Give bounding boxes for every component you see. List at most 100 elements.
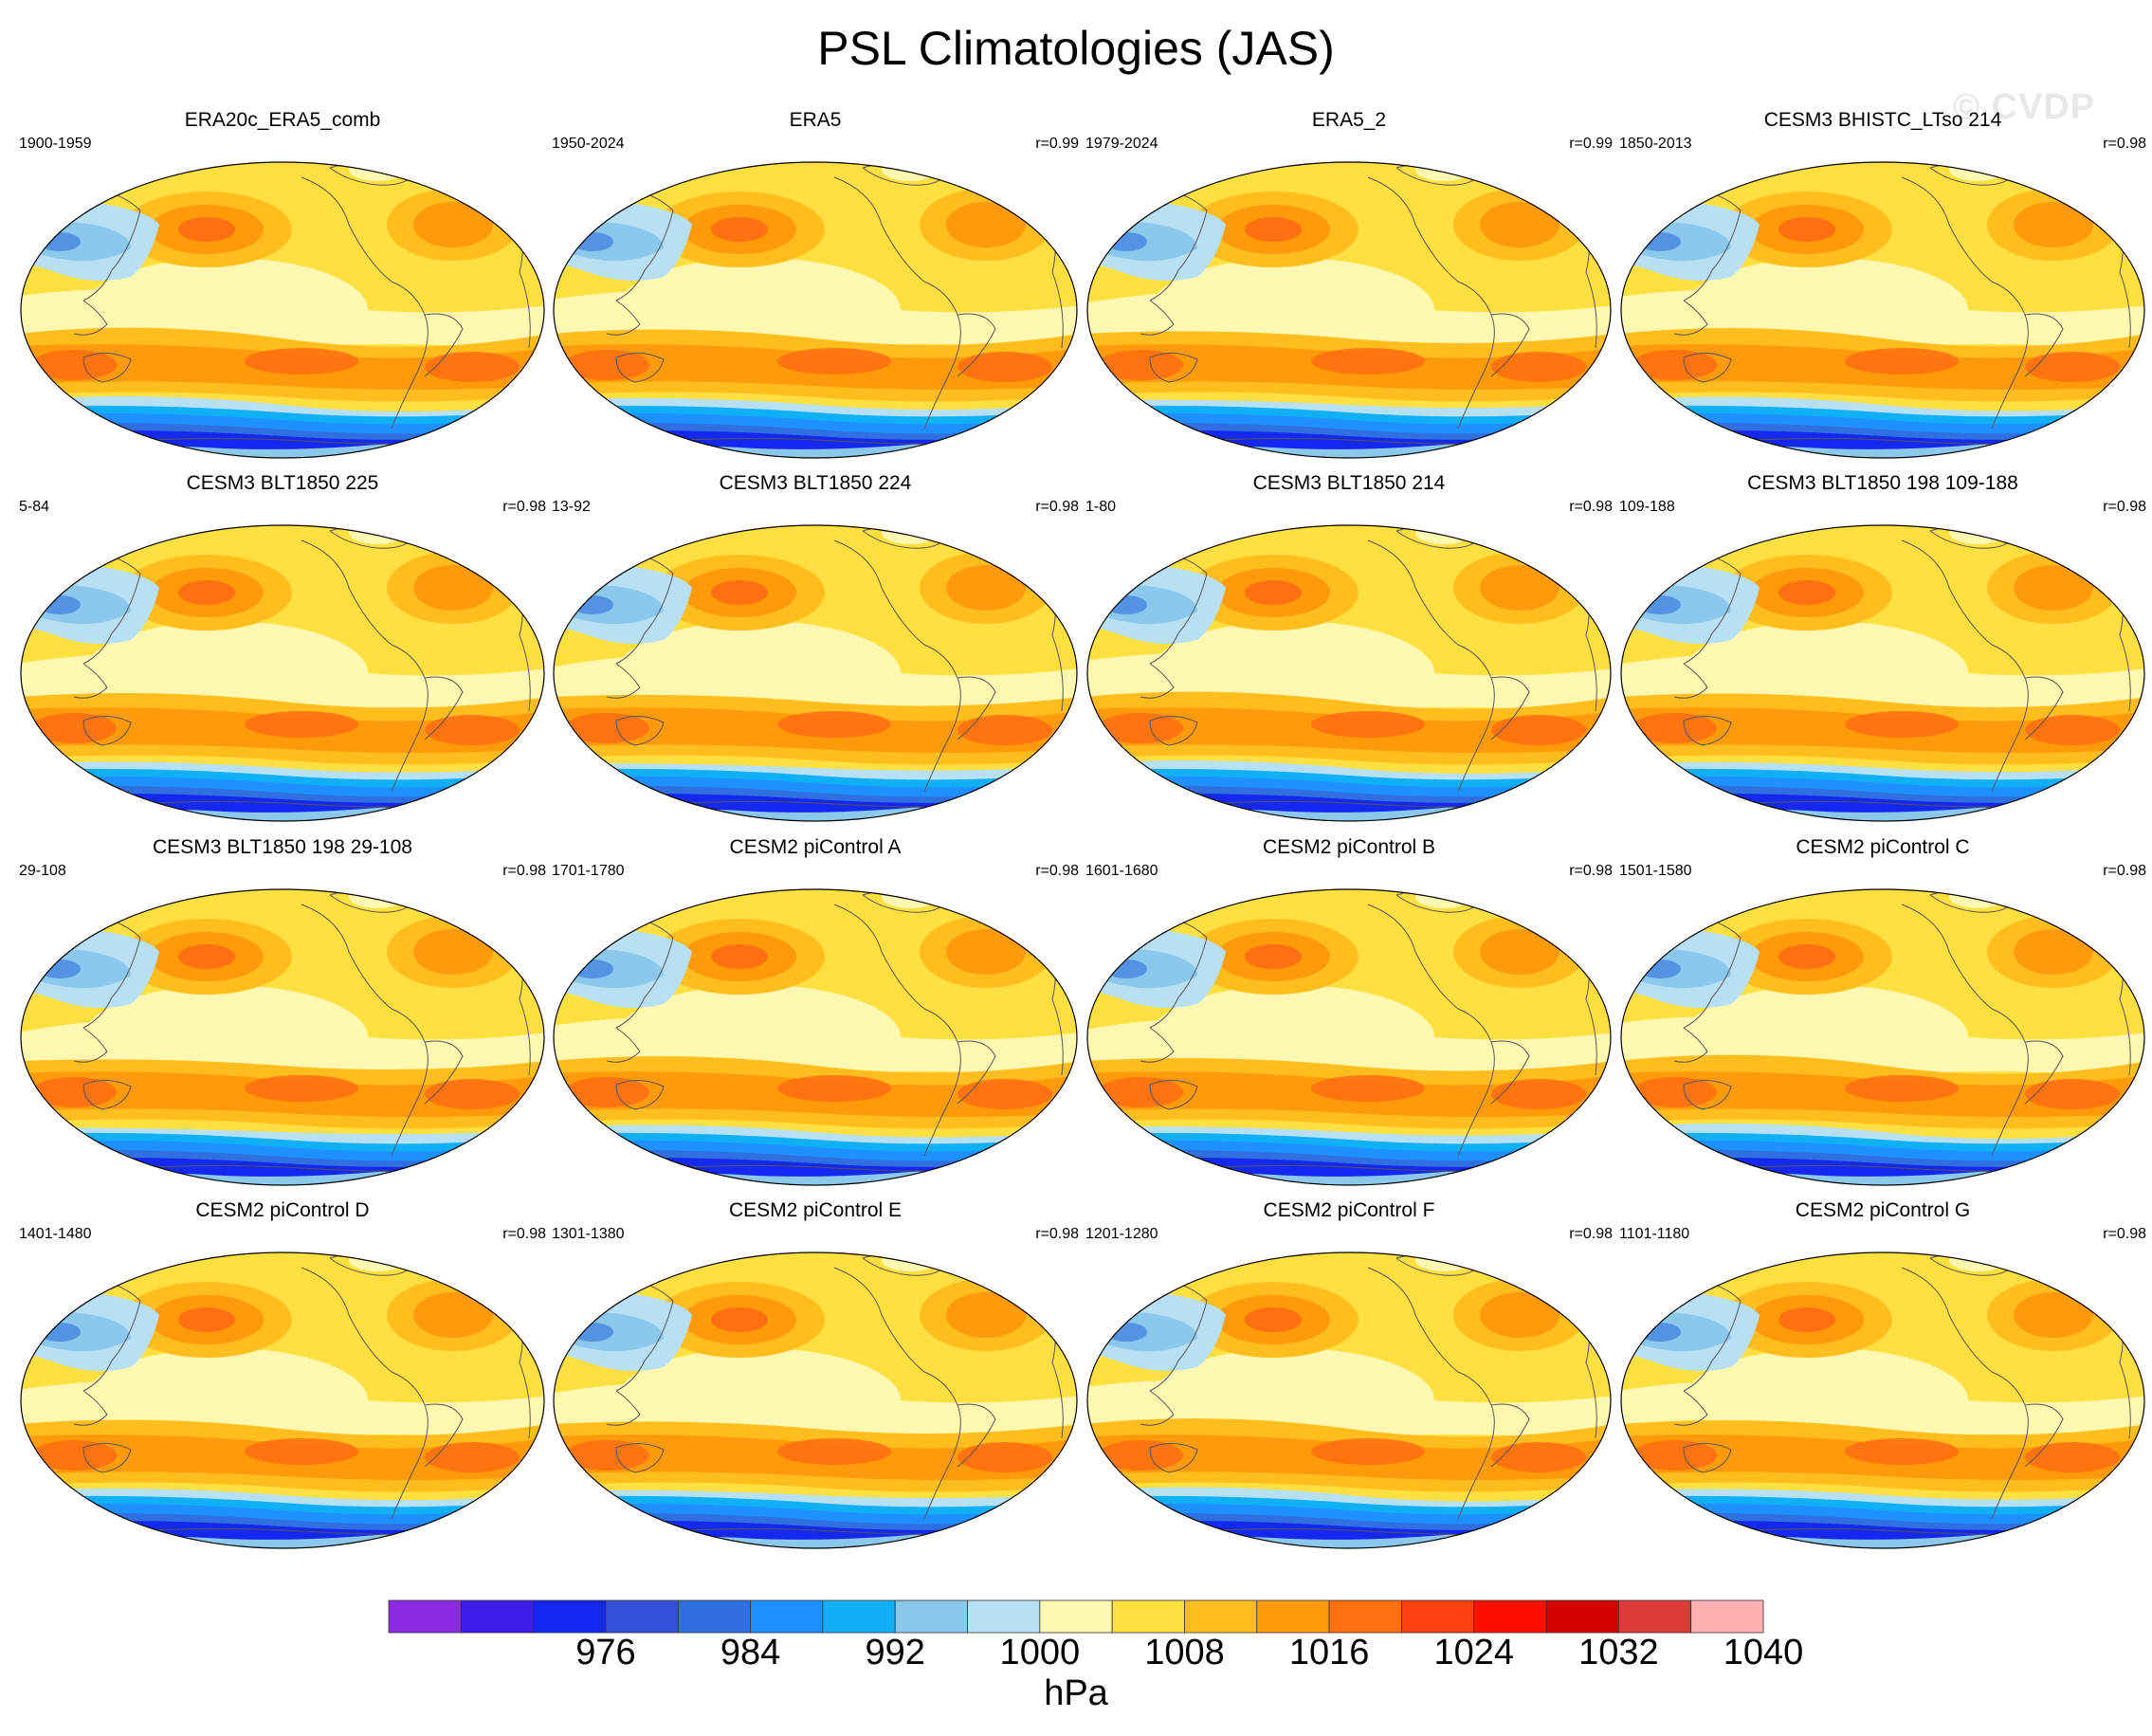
psl-map xyxy=(1086,524,1612,822)
colorbar-swatch xyxy=(1545,1599,1619,1634)
panel-correlation: r=0.98 xyxy=(2103,1226,2146,1242)
panel-years: 1979-2024 xyxy=(1085,136,1158,152)
map-panel: CESM3 BHISTC_LTso 214 1850-2013 r=0.98 xyxy=(1617,109,2148,469)
panel-years: 1301-1380 xyxy=(552,1226,625,1242)
psl-map xyxy=(20,524,545,822)
colorbar-swatch xyxy=(605,1599,679,1634)
panel-correlation: r=0.98 xyxy=(2103,136,2146,152)
panel-correlation: r=0.98 xyxy=(502,863,546,879)
panel-correlation: r=0.98 xyxy=(1569,499,1613,515)
panel-years: 13-92 xyxy=(552,499,591,515)
psl-map xyxy=(553,161,1078,459)
panel-title: CESM2 piControl B xyxy=(1262,836,1436,858)
colorbar-swatch xyxy=(1039,1599,1113,1634)
colorbar-tick-label: 1024 xyxy=(1433,1633,1515,1672)
psl-map xyxy=(1086,1252,1612,1549)
panel-title: CESM2 piControl E xyxy=(728,1199,903,1221)
psl-map xyxy=(553,524,1078,822)
panel-years: 1900-1959 xyxy=(19,136,92,152)
panel-years: 1701-1780 xyxy=(552,863,625,879)
colorbar-tick-label: 984 xyxy=(720,1633,781,1672)
panel-correlation: r=0.98 xyxy=(1035,863,1079,879)
panel-correlation: r=0.98 xyxy=(1035,499,1079,515)
psl-map xyxy=(1620,524,2145,822)
colorbar-swatch xyxy=(1690,1599,1764,1634)
panel-years: 1501-1580 xyxy=(1619,863,1692,879)
panel-title: CESM2 piControl D xyxy=(195,1199,370,1221)
colorbar-swatch xyxy=(894,1599,968,1634)
colorbar-tick-labels: 976 984 992 1000 1008 1016 1024 1032 1040 xyxy=(0,1633,2152,1680)
panel-correlation: r=0.98 xyxy=(2103,863,2146,879)
panel-correlation: r=0.98 xyxy=(502,1226,546,1242)
colorbar-swatch xyxy=(1617,1599,1692,1634)
panel-title: CESM3 BLT1850 198 109-188 xyxy=(1747,472,2018,494)
colorbar-swatch xyxy=(388,1599,462,1634)
chart-title: PSL Climatologies (JAS) xyxy=(817,22,1335,75)
map-panel: CESM3 BLT1850 225 5-84 r=0.98 xyxy=(17,472,548,832)
panel-correlation: r=0.98 xyxy=(502,499,546,515)
map-panel: CESM2 piControl D 1401-1480 r=0.98 xyxy=(17,1199,548,1560)
cvdp-watermark: © CVDP xyxy=(1953,87,2096,127)
colorbar-tick-label: 1040 xyxy=(1723,1633,1804,1672)
map-panel: CESM2 piControl E 1301-1380 r=0.98 xyxy=(550,1199,1081,1560)
colorbar-swatch xyxy=(750,1599,824,1634)
colorbar-tick-label: 992 xyxy=(865,1633,925,1672)
map-panel: ERA5_2 1979-2024 r=0.99 xyxy=(1084,109,1614,469)
panel-years: 1101-1180 xyxy=(1619,1226,1690,1242)
panel-correlation: r=0.98 xyxy=(2103,499,2146,515)
colorbar-swatch xyxy=(967,1599,1041,1634)
map-panel: CESM3 BLT1850 198 29-108 29-108 r=0.98 xyxy=(17,836,548,1197)
map-panel: CESM2 piControl F 1201-1280 r=0.98 xyxy=(1084,1199,1614,1560)
psl-map xyxy=(1620,161,2145,459)
map-panel: CESM2 piControl B 1601-1680 r=0.98 xyxy=(1084,836,1614,1197)
panel-years: 1601-1680 xyxy=(1085,863,1158,879)
colorbar-swatch xyxy=(1256,1599,1330,1634)
colorbar-tick-label: 1008 xyxy=(1144,1633,1225,1672)
psl-map xyxy=(20,1252,545,1549)
panel-correlation: r=0.98 xyxy=(1035,1226,1079,1242)
panel-years: 1-80 xyxy=(1085,499,1117,515)
psl-map xyxy=(1086,888,1612,1186)
map-panel: CESM2 piControl C 1501-1580 r=0.98 xyxy=(1617,836,2148,1197)
psl-map xyxy=(553,1252,1078,1549)
map-panel: CESM3 BLT1850 214 1-80 r=0.98 xyxy=(1084,472,1614,832)
panel-title: ERA20c_ERA5_comb xyxy=(184,109,381,131)
colorbar-swatch xyxy=(677,1599,751,1634)
colorbar-tick-label: 1016 xyxy=(1288,1633,1370,1672)
map-panel: CESM3 BLT1850 224 13-92 r=0.98 xyxy=(550,472,1081,832)
panel-years: 109-188 xyxy=(1619,499,1675,515)
psl-map xyxy=(20,888,545,1186)
colorbar-swatch xyxy=(822,1599,896,1634)
panel-correlation: r=0.98 xyxy=(1569,863,1613,879)
colorbar-swatch xyxy=(1328,1599,1402,1634)
panel-years: 1401-1480 xyxy=(19,1226,92,1242)
colorbar-swatch xyxy=(1184,1599,1258,1634)
colorbar-unit-label: hPa xyxy=(1044,1673,1108,1713)
colorbar-swatch xyxy=(460,1599,535,1634)
panel-years: 29-108 xyxy=(19,863,66,879)
panel-correlation: r=0.99 xyxy=(1035,136,1079,152)
panel-years: 1950-2024 xyxy=(552,136,625,152)
panel-correlation: r=0.99 xyxy=(1569,136,1613,152)
psl-map xyxy=(1086,161,1612,459)
panel-title: CESM2 piControl A xyxy=(729,836,902,858)
panel-title: CESM3 BLT1850 198 29-108 xyxy=(153,836,412,858)
panel-title: CESM3 BLT1850 214 xyxy=(1252,472,1446,494)
map-panel: ERA5 1950-2024 r=0.99 xyxy=(550,109,1081,469)
panel-title: ERA5 xyxy=(789,109,842,131)
panel-title: CESM2 piControl C xyxy=(1796,836,1970,858)
panel-correlation: r=0.98 xyxy=(1569,1226,1613,1242)
map-panel: CESM3 BLT1850 198 109-188 109-188 r=0.98 xyxy=(1617,472,2148,832)
psl-map xyxy=(1620,1252,2145,1549)
psl-map xyxy=(553,888,1078,1186)
panel-years: 5-84 xyxy=(19,499,50,515)
map-panel: ERA20c_ERA5_comb 1900-1959 xyxy=(17,109,548,469)
map-panel: CESM2 piControl G 1101-1180 r=0.98 xyxy=(1617,1199,2148,1560)
panel-title: CESM3 BHISTC_LTso 214 xyxy=(1763,109,2002,131)
psl-map xyxy=(20,161,545,459)
panel-title: ERA5_2 xyxy=(1311,109,1387,131)
panel-title: CESM2 piControl F xyxy=(1263,1199,1435,1221)
panel-title: CESM3 BLT1850 224 xyxy=(719,472,912,494)
colorbar-swatch xyxy=(1111,1599,1185,1634)
panel-years: 1201-1280 xyxy=(1085,1226,1158,1242)
